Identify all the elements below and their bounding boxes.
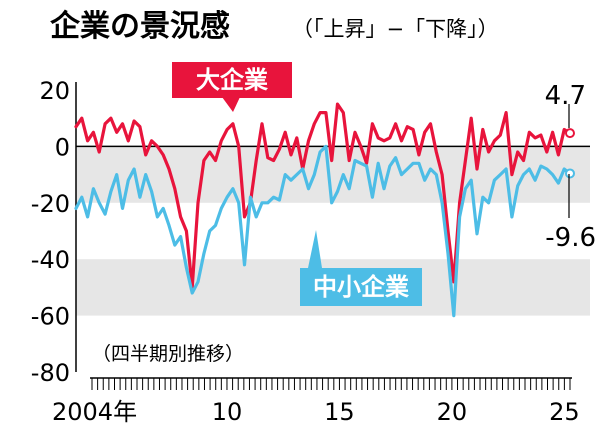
end-label-small: -9.6 — [545, 223, 596, 253]
y-tick-label-4: -60 — [31, 303, 70, 331]
series-tag-large-box — [172, 62, 292, 98]
axes — [75, 82, 590, 379]
series-lines — [74, 102, 575, 318]
series-line-large — [74, 102, 572, 289]
series-tag-large-pointer — [222, 97, 240, 112]
x-tick-label-1: 10 — [212, 398, 243, 426]
series-end-point-large — [565, 128, 575, 139]
series-tag-large: 大企業 — [172, 62, 292, 112]
series-line-small — [74, 144, 572, 318]
series-end-point-small — [565, 168, 575, 179]
chart-title: 企業の景況感 — [50, 9, 230, 44]
y-tick-label-5: -80 — [31, 359, 70, 387]
y-tick-label-3: -40 — [31, 246, 70, 274]
series-tag-large-label: 大企業 — [196, 66, 268, 94]
series-tag-small: 中小企業 — [300, 230, 422, 306]
series-tag-small-pointer — [308, 230, 322, 268]
x-ticks — [91, 378, 571, 390]
chart-subtitle: （「上昇」−「下降」） — [292, 17, 499, 41]
x-tick-label-0: 2004年 — [52, 398, 137, 426]
y-tick-label-1: 0 — [55, 133, 70, 161]
end-label-large: 4.7 — [545, 81, 586, 111]
x-tick-label-4: 25 — [549, 398, 580, 426]
x-tick-label-2: 15 — [324, 398, 355, 426]
end-labels: 4.7 -9.6 — [545, 81, 596, 253]
x-tick-label-3: 20 — [437, 398, 468, 426]
series-tag-small-box — [300, 268, 422, 306]
y-tick-label-2: -20 — [31, 190, 70, 218]
x-tick-labels: 2004年 10 15 20 25 — [52, 398, 580, 426]
y-tick-labels: 20 0 -20 -40 -60 -80 — [31, 77, 70, 387]
y-tick-label-0: 20 — [39, 77, 70, 105]
chart-note: （四半期別推移） — [92, 343, 244, 365]
series-tag-small-label: 中小企業 — [313, 273, 409, 301]
